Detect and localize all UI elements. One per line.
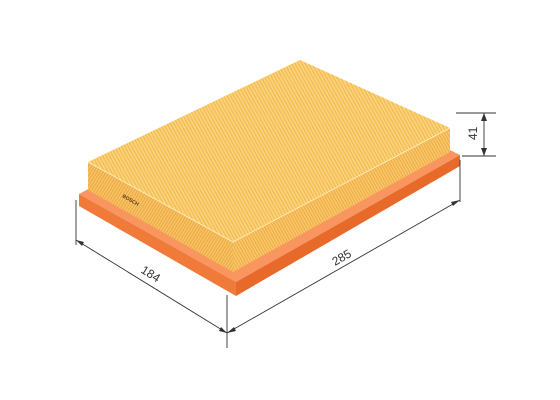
frame-left-side — [79, 194, 236, 296]
filter-media — [87, 60, 451, 272]
media-edge-highlight — [87, 127, 451, 243]
frame-right-side — [236, 155, 460, 296]
media-front-left-face — [88, 162, 233, 272]
media-top-surface — [88, 60, 450, 242]
length-label: 285 — [330, 246, 355, 268]
width-label: 184 — [138, 263, 163, 286]
media-front-right-face — [233, 128, 450, 272]
height-label: 41 — [466, 126, 480, 140]
dimension-length: 285 — [226, 160, 461, 334]
dimension-height: 41 — [456, 112, 496, 157]
